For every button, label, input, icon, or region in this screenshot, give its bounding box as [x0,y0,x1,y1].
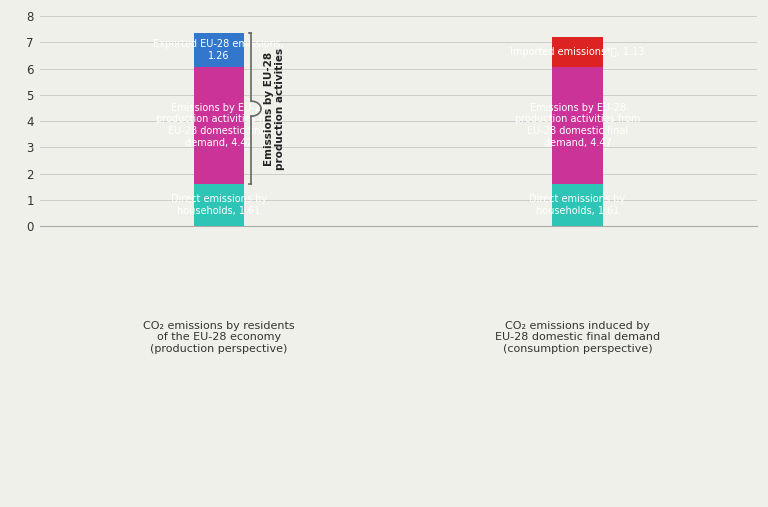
Text: Emissions by EU-28
production activities from
EU-28 domestic final
demand, 4.47: Emissions by EU-28 production activities… [156,103,282,148]
Bar [194,33,244,66]
Bar [552,184,603,226]
Text: Emissions by EU-28
production activities from
EU-28 domestic final
demand, 4.47: Emissions by EU-28 production activities… [515,103,641,148]
Text: Imported emissions*⦹, 1.13: Imported emissions*⦹, 1.13 [511,47,644,57]
Text: CO₂ emissions by residents
of the EU-28 economy
(production perspective): CO₂ emissions by residents of the EU-28 … [143,321,295,354]
Bar [552,37,603,66]
Text: Emissions by EU-28
production activities: Emissions by EU-28 production activities [263,48,285,170]
Text: Direct emissions by
households, 1.61: Direct emissions by households, 1.61 [170,194,267,216]
Bar [194,66,244,184]
Bar [194,184,244,226]
Text: CO₂ emissions induced by
EU-28 domestic final demand
(consumption perspective): CO₂ emissions induced by EU-28 domestic … [495,321,660,354]
Bar [552,66,603,184]
Text: Direct emissions by
households, 1.61: Direct emissions by households, 1.61 [529,194,626,216]
Text: Exported EU-28 emissions,
1.26: Exported EU-28 emissions, 1.26 [154,39,284,61]
